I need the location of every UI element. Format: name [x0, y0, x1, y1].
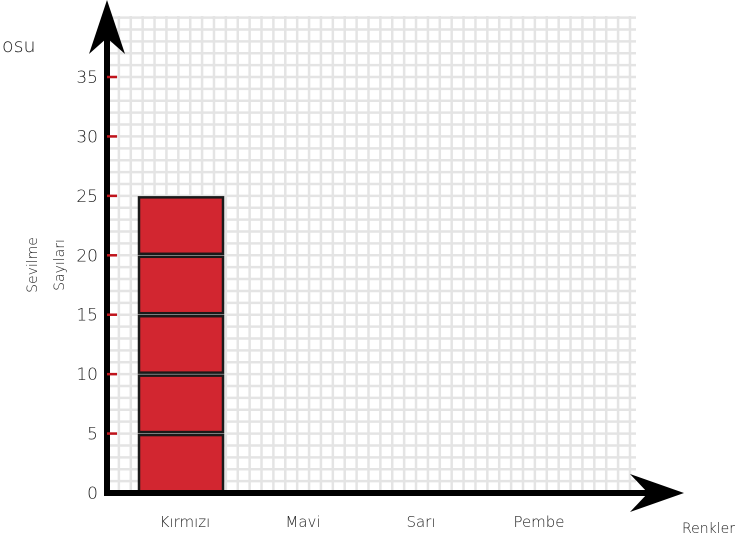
chart-title: osu: [2, 35, 36, 57]
x-tick-label: Pembe: [513, 513, 564, 531]
y-tick-label: 25: [76, 187, 98, 207]
axes: [89, 0, 684, 512]
y-tick-label: 30: [76, 127, 98, 147]
y-axis-arrowhead: [89, 0, 125, 54]
y-tick-label: 35: [76, 68, 98, 88]
x-ticks: Kırmızı Mavi Sarı Pembe: [160, 513, 565, 531]
y-axis-label: Sevilme Sayıları: [25, 237, 68, 293]
bars: [137, 196, 225, 493]
x-tick-label: Kırmızı: [160, 513, 211, 531]
x-tick-label: Sarı: [406, 513, 435, 531]
bar-block-Kırmızı: [137, 255, 225, 315]
y-axis-label-line-2: Sayıları: [52, 239, 68, 291]
grid: [105, 16, 636, 495]
y-tick-label: 10: [76, 365, 98, 385]
bar-block-Kırmızı: [137, 314, 225, 374]
bar-block-Kırmızı: [137, 433, 225, 493]
x-axis-label: Renkler: [682, 521, 735, 537]
bar-block-Kırmızı: [137, 374, 225, 434]
y-ticks: 0 5 10 15 20 25 30 35: [76, 68, 117, 504]
y-tick-label: 0: [87, 484, 98, 504]
y-axis-label-line-1: Sevilme: [25, 237, 41, 293]
y-tick-label: 5: [87, 425, 98, 445]
y-tick-label: 20: [76, 246, 98, 266]
x-tick-label: Mavi: [285, 513, 320, 531]
bar-block-Kırmızı: [137, 196, 225, 256]
y-tick-label: 15: [76, 306, 98, 326]
x-axis-arrowhead: [630, 474, 684, 512]
